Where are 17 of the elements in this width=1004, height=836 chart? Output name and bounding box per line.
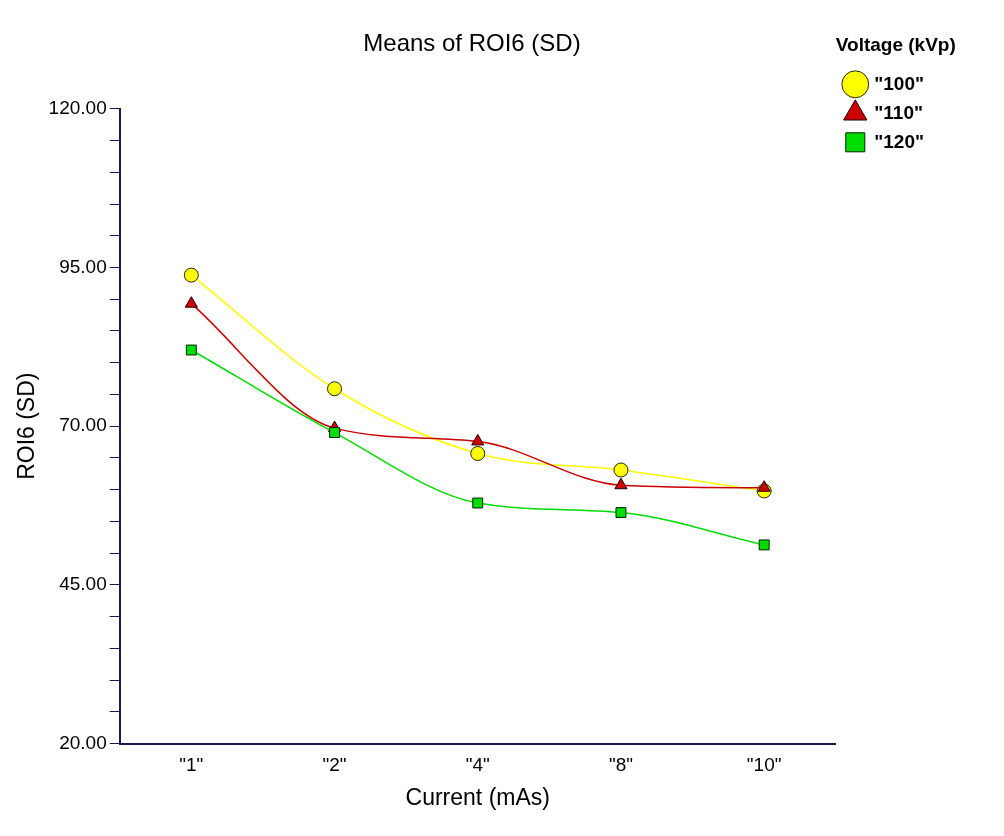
x-tick-label: "1" [179,754,204,776]
legend-title: Voltage (kVp) [835,33,956,55]
y-tick-label: 120.00 [48,97,107,119]
y-tick-label: 70.00 [59,414,107,436]
legend-label: "120" [874,130,924,152]
x-tick-label: "10" [746,754,782,776]
x-tick-label: "8" [608,754,633,776]
y-tick-label: 45.00 [59,573,107,595]
y-axis-title: ROI6 (SD) [13,372,40,480]
x-tick-label: "4" [465,754,490,776]
y-tick-label: 20.00 [59,731,107,753]
x-axis-title: Current (mAs) [405,783,550,810]
x-tick-label: "2" [322,754,347,776]
y-tick-label: 95.00 [59,255,107,277]
legend-label: "100" [874,72,924,94]
chart-title: Means of ROI6 (SD) [363,29,581,57]
legend-label: "110" [874,101,923,123]
